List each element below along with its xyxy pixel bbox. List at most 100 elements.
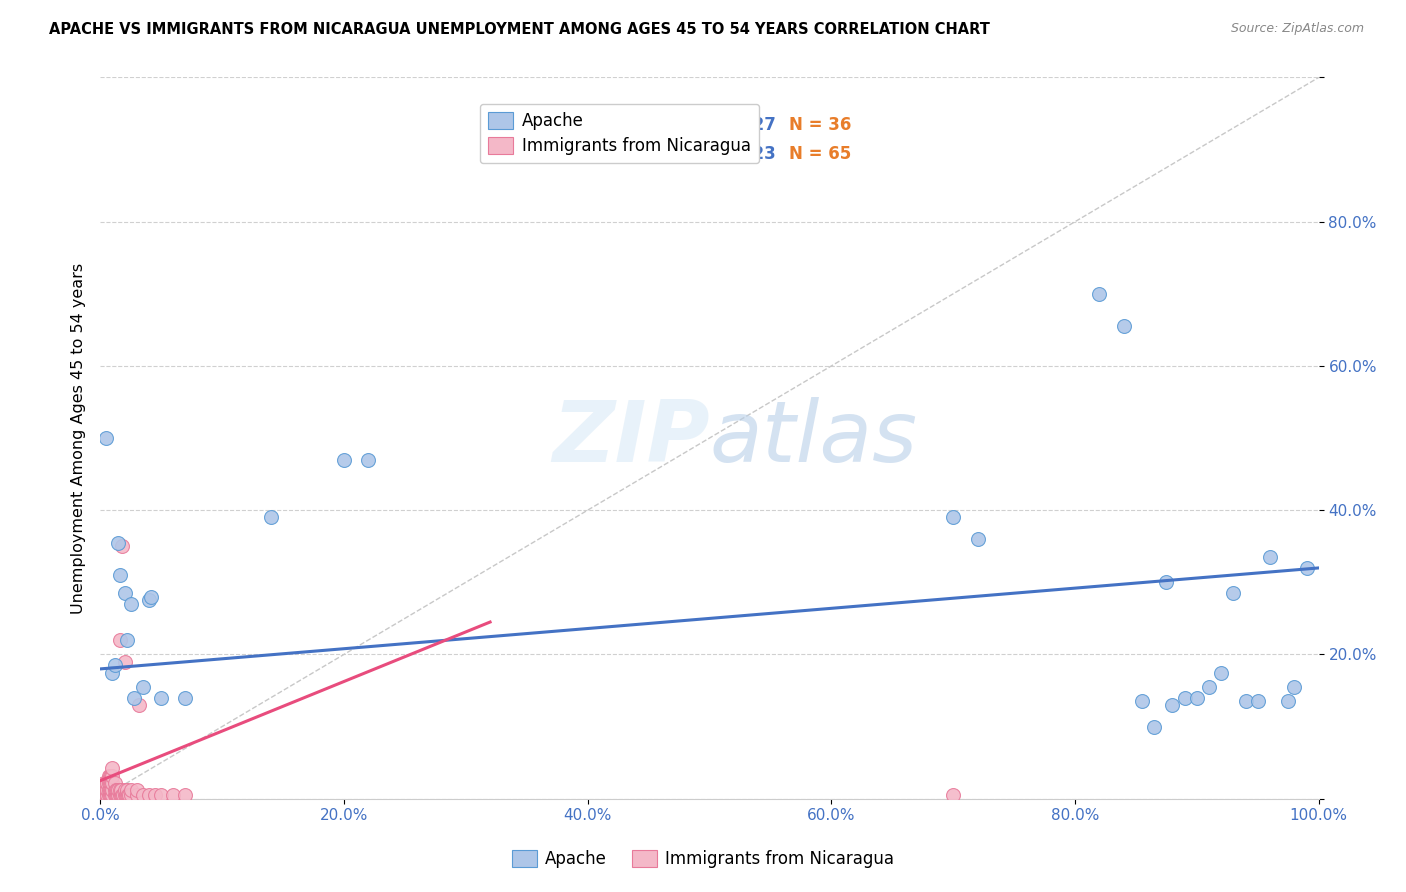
Point xyxy=(97,769,120,783)
Point xyxy=(128,698,150,712)
Point xyxy=(117,788,139,802)
Point xyxy=(143,788,166,802)
Point xyxy=(125,783,148,797)
Point xyxy=(1198,680,1220,694)
Point xyxy=(96,788,118,802)
Point xyxy=(1112,319,1135,334)
Point xyxy=(104,788,127,802)
Point xyxy=(98,769,121,783)
Point xyxy=(174,690,197,705)
Point xyxy=(118,788,141,802)
Point xyxy=(174,788,197,802)
Point xyxy=(104,783,127,797)
Point xyxy=(141,590,163,604)
Point xyxy=(942,510,965,524)
Point xyxy=(96,783,118,797)
Point xyxy=(112,788,135,802)
Point xyxy=(1222,586,1244,600)
Point xyxy=(120,788,142,802)
Point xyxy=(114,783,136,797)
Point xyxy=(150,690,173,705)
Point xyxy=(260,510,283,524)
Point xyxy=(97,788,120,802)
Point xyxy=(96,431,118,445)
Point xyxy=(115,783,138,797)
Point xyxy=(1211,665,1233,680)
Point xyxy=(120,597,142,611)
Point xyxy=(110,783,132,797)
Text: ZIP: ZIP xyxy=(551,397,710,480)
Point xyxy=(942,788,965,802)
Point xyxy=(125,788,148,802)
Point xyxy=(96,776,118,790)
Point xyxy=(1088,286,1111,301)
Point xyxy=(115,788,138,802)
Point xyxy=(114,655,136,669)
Point xyxy=(98,783,121,797)
Point xyxy=(101,776,124,790)
Point xyxy=(91,788,114,802)
Point xyxy=(114,788,136,802)
Point xyxy=(1185,690,1208,705)
Point xyxy=(96,783,118,797)
Text: atlas: atlas xyxy=(710,397,918,480)
Legend: Apache, Immigrants from Nicaragua: Apache, Immigrants from Nicaragua xyxy=(479,103,759,163)
Point xyxy=(108,568,131,582)
Point xyxy=(114,788,136,802)
Point xyxy=(96,788,118,802)
Point xyxy=(100,788,122,802)
Point xyxy=(105,783,128,797)
Text: Source: ZipAtlas.com: Source: ZipAtlas.com xyxy=(1230,22,1364,36)
Point xyxy=(104,788,127,802)
Text: R = 0.227: R = 0.227 xyxy=(685,116,776,134)
Point xyxy=(114,586,136,600)
Point xyxy=(966,532,988,546)
Point xyxy=(150,788,173,802)
Point xyxy=(101,762,124,776)
Point xyxy=(101,665,124,680)
Point xyxy=(132,680,155,694)
Point xyxy=(120,783,142,797)
Point xyxy=(1234,694,1257,708)
Point xyxy=(162,788,184,802)
Point xyxy=(97,776,120,790)
Point xyxy=(1277,694,1299,708)
Point xyxy=(98,788,121,802)
Text: R = 0.523: R = 0.523 xyxy=(685,145,776,162)
Point xyxy=(1284,680,1306,694)
Point xyxy=(1143,720,1166,734)
Point xyxy=(104,658,127,673)
Point xyxy=(1156,575,1178,590)
Text: N = 65: N = 65 xyxy=(789,145,851,162)
Text: N = 36: N = 36 xyxy=(789,116,851,134)
Point xyxy=(98,776,121,790)
Point xyxy=(100,783,122,797)
Point xyxy=(97,783,120,797)
Point xyxy=(115,633,138,648)
Point xyxy=(104,783,127,797)
Point xyxy=(107,535,129,549)
Point xyxy=(357,452,380,467)
Point xyxy=(1161,698,1184,712)
Point xyxy=(100,769,122,783)
Point xyxy=(104,776,127,790)
Point xyxy=(1295,561,1317,575)
Point xyxy=(111,788,134,802)
Point xyxy=(132,788,155,802)
Point xyxy=(1130,694,1153,708)
Point xyxy=(108,783,131,797)
Point xyxy=(101,783,124,797)
Point xyxy=(94,780,117,795)
Legend: Apache, Immigrants from Nicaragua: Apache, Immigrants from Nicaragua xyxy=(505,843,901,875)
Point xyxy=(96,776,118,790)
Point xyxy=(108,633,131,648)
Point xyxy=(107,788,129,802)
Point xyxy=(333,452,356,467)
Text: APACHE VS IMMIGRANTS FROM NICARAGUA UNEMPLOYMENT AMONG AGES 45 TO 54 YEARS CORRE: APACHE VS IMMIGRANTS FROM NICARAGUA UNEM… xyxy=(49,22,990,37)
Point xyxy=(111,539,134,553)
Point xyxy=(108,788,131,802)
Point xyxy=(110,788,132,802)
Point xyxy=(93,776,115,790)
Point xyxy=(1258,550,1281,565)
Point xyxy=(1247,694,1270,708)
